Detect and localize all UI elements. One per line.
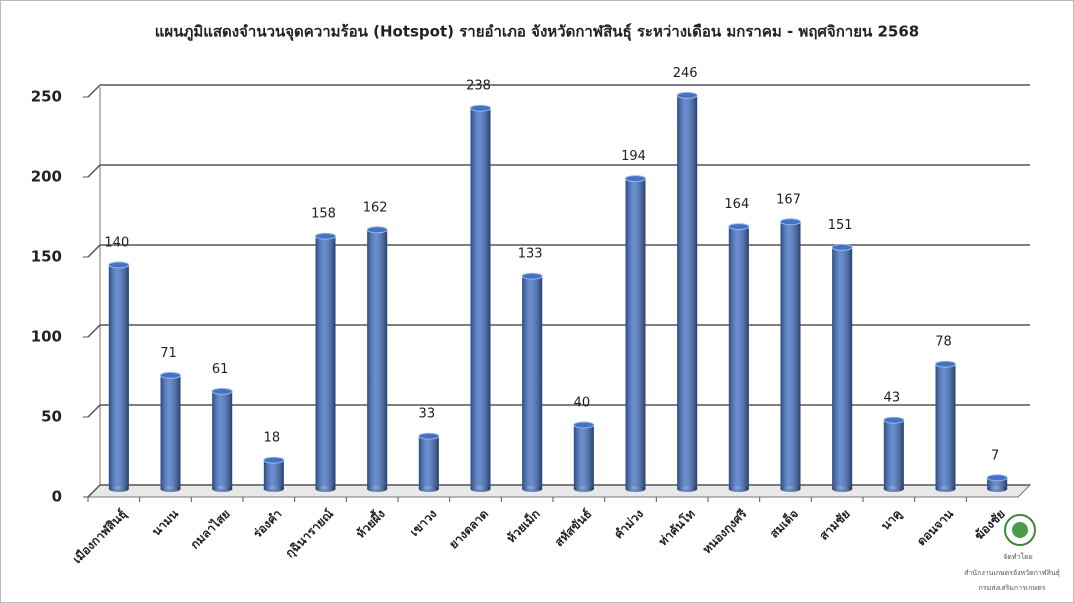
bar-base-shade (263, 486, 284, 492)
bar-shade (573, 425, 594, 489)
bar-base-shade (367, 486, 388, 492)
y-tick-label: 200 (31, 168, 62, 186)
logo-emblem-inner (1012, 522, 1028, 538)
grid-line-side (87, 484, 101, 498)
y-tick-label: 0 (52, 488, 62, 506)
bar-shade (625, 178, 646, 489)
y-tick-label: 150 (31, 248, 62, 266)
bar-shade (677, 95, 698, 490)
value-label: 151 (828, 218, 853, 233)
logo: จัดทำโดย สำนักงานเกษตรจังหวัดกาฬสินธุ์ ก… (964, 514, 1060, 592)
bar-top (780, 218, 801, 226)
y-tick-label: 100 (31, 328, 62, 346)
bar-base-shade (522, 486, 543, 492)
bar-base-shade (418, 486, 439, 492)
bar-shade (160, 375, 181, 489)
bar-top (263, 456, 285, 464)
bar-base-shade (625, 486, 646, 492)
logo-office: สำนักงานเกษตรจังหวัดกาฬสินธุ์ (964, 569, 1060, 577)
bar-base-shade (987, 486, 1008, 492)
bar-base-shade (832, 486, 853, 492)
value-label: 7 (991, 448, 999, 463)
bar-shade (470, 108, 491, 489)
value-label: 246 (673, 66, 698, 81)
bar-base-shade (677, 486, 698, 492)
bar-top (883, 416, 905, 424)
bar-shade (522, 276, 543, 489)
bar-top (728, 223, 750, 231)
value-label: 167 (776, 192, 801, 207)
value-label: 194 (621, 149, 646, 164)
bar-base-shade (883, 486, 904, 492)
bar-base-shade (780, 486, 801, 492)
bar-top (211, 387, 233, 395)
bar-top (625, 175, 646, 183)
y-tick-label: 250 (31, 88, 62, 106)
bar-shade (212, 391, 233, 489)
value-label: 33 (419, 407, 436, 422)
bar-top (935, 360, 956, 368)
value-label: 238 (466, 79, 491, 94)
bar-top (521, 272, 543, 280)
grid-line-side (87, 164, 101, 178)
bar-top (366, 226, 388, 234)
bar-base-shade (573, 486, 594, 492)
value-label: 140 (104, 236, 129, 251)
bar-top (573, 421, 595, 429)
bar-top (986, 474, 1008, 482)
bar-shade (987, 477, 1008, 489)
grid-line-side (87, 244, 101, 258)
bar-top (315, 232, 336, 240)
bar-base-shade (160, 486, 181, 492)
value-label: 18 (264, 431, 281, 446)
bar-base-shade (470, 486, 491, 492)
chart-title: แผนภูมิแสดงจำนวนจุดความร้อน (Hotspot) รา… (155, 23, 919, 42)
value-label: 43 (884, 391, 901, 406)
bar-base-shade (315, 486, 336, 492)
bar-shade (263, 460, 284, 489)
bar-shade (832, 247, 853, 489)
bar-top (676, 91, 698, 99)
bar-shade (935, 364, 956, 489)
bar-shade (367, 229, 388, 490)
bar-shade (108, 265, 129, 489)
value-label: 164 (724, 197, 749, 212)
y-tick-label: 50 (41, 408, 62, 426)
bar-top (418, 432, 440, 440)
bar-top (470, 104, 491, 112)
value-label: 71 (160, 346, 177, 361)
bar-top (160, 371, 181, 379)
value-label: 61 (212, 362, 229, 377)
bar-shade (418, 436, 439, 489)
bar-base-shade (935, 486, 956, 492)
bar-base-shade (108, 486, 129, 492)
grid-line-side (87, 84, 101, 98)
bar-base-shade (728, 486, 749, 492)
bar-shade (883, 420, 904, 489)
bar-top (831, 243, 853, 251)
bar-shade (315, 236, 336, 489)
bar-shade (728, 226, 749, 489)
bar-shade (780, 221, 801, 490)
value-label: 158 (311, 207, 336, 222)
bar-base-shade (212, 486, 233, 492)
value-label: 40 (574, 396, 591, 411)
grid-line-side (87, 404, 101, 418)
value-label: 162 (363, 200, 388, 215)
bar-top (108, 261, 130, 269)
logo-department: กรมส่งเสริมการเกษตร (979, 584, 1046, 592)
grid-line-side (87, 324, 101, 338)
value-label: 78 (935, 335, 952, 350)
value-label: 133 (518, 247, 543, 262)
logo-credit: จัดทำโดย (1003, 552, 1033, 561)
